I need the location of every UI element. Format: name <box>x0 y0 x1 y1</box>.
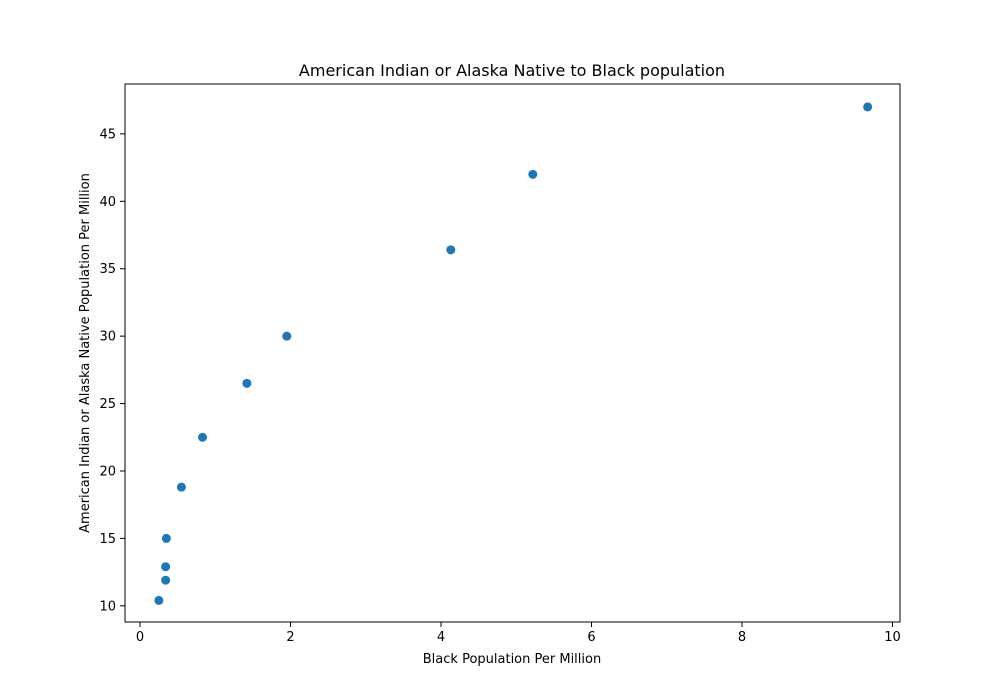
y-tick-label: 20 <box>99 464 116 479</box>
data-point <box>176 482 186 492</box>
data-points <box>154 102 873 605</box>
data-point <box>161 575 171 585</box>
x-tick-label: 10 <box>884 630 901 645</box>
x-tick-label: 0 <box>136 630 144 645</box>
data-point <box>863 102 873 112</box>
data-point <box>198 432 207 442</box>
data-point <box>154 595 164 605</box>
x-tick-label: 2 <box>286 630 294 645</box>
y-axis: 10 15 20 25 30 35 40 45 <box>99 127 125 614</box>
chart-title: American Indian or Alaska Native to Blac… <box>299 61 725 80</box>
data-point <box>528 169 538 179</box>
x-tick-label: 4 <box>437 630 445 645</box>
data-point <box>161 533 171 543</box>
y-tick-label: 40 <box>99 195 116 210</box>
y-tick-label: 30 <box>99 330 116 345</box>
data-point <box>282 331 292 341</box>
y-tick-label: 25 <box>99 397 116 412</box>
y-tick-label: 35 <box>99 262 116 277</box>
x-tick-label: 6 <box>587 630 595 645</box>
y-tick-label: 45 <box>99 127 116 142</box>
x-axis-label: Black Population Per Million <box>423 652 601 667</box>
data-point <box>161 562 171 572</box>
y-tick-label: 10 <box>99 599 116 614</box>
y-axis-label: American Indian or Alaska Native Populat… <box>78 173 93 533</box>
data-point <box>446 245 456 255</box>
plot-frame <box>124 83 901 623</box>
x-tick-label: 8 <box>738 630 746 645</box>
y-tick-label: 15 <box>99 532 116 547</box>
data-point <box>242 378 252 388</box>
x-axis: 0 2 4 6 8 10 <box>136 622 901 645</box>
